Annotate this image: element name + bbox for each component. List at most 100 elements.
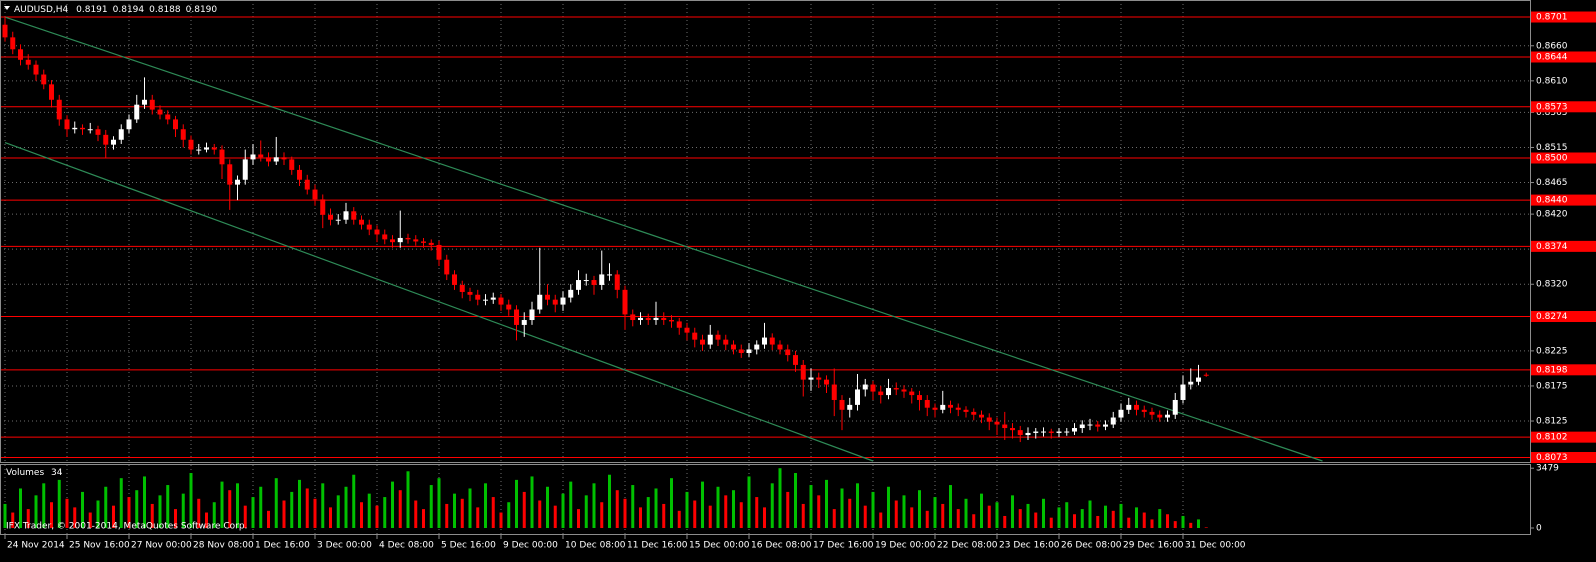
candle-body — [847, 404, 853, 410]
volume-bar — [871, 491, 875, 528]
level-label: 0.8102 — [1536, 433, 1568, 443]
candle-body — [715, 334, 721, 340]
volume-bar — [282, 500, 286, 528]
volume-bar — [980, 493, 983, 528]
volume-bar — [321, 483, 325, 528]
volume-bar — [1080, 509, 1084, 528]
x-tick-label: 25 Nov 16:00 — [69, 541, 130, 551]
candle-body — [948, 404, 953, 408]
candle-body — [1002, 424, 1008, 429]
candle-body — [630, 314, 636, 321]
candle-body — [529, 309, 535, 321]
candle-body — [289, 159, 295, 170]
volume-bar — [228, 490, 232, 528]
candle-body — [483, 299, 488, 301]
candle-body — [1188, 381, 1194, 385]
candle-body — [405, 237, 411, 240]
volume-bar — [848, 498, 852, 528]
volume-bar — [468, 488, 472, 528]
candle-body — [250, 154, 256, 160]
x-tick-label: 26 Dec 08:00 — [1061, 541, 1122, 551]
volume-bar — [817, 495, 821, 528]
volume-bar — [786, 491, 790, 528]
y-tick-label: 0.8320 — [1536, 280, 1568, 290]
volume-bar — [592, 483, 596, 528]
volume-bar — [1173, 521, 1177, 528]
candle-body — [103, 134, 109, 145]
candle-body — [444, 259, 450, 275]
candle-body — [436, 244, 442, 260]
volume-bar — [112, 505, 115, 528]
volume-bar — [553, 505, 557, 528]
x-tick-label: 3 Dec 00:00 — [317, 541, 372, 551]
trend-line — [4, 16, 1323, 462]
candle-body — [723, 339, 729, 345]
volume-bar — [902, 495, 906, 528]
volume-bar — [507, 502, 511, 528]
candle-body — [583, 280, 589, 282]
candle-body — [382, 234, 388, 240]
candle-body — [219, 149, 225, 165]
level-label-box — [1531, 451, 1596, 463]
quote-value: 0.8194 — [113, 5, 145, 15]
volume-bar — [73, 507, 77, 528]
candle-body — [33, 64, 39, 75]
x-tick-label: 27 Nov 00:00 — [131, 541, 192, 551]
volume-bar — [530, 476, 534, 528]
candle-body — [1103, 424, 1108, 427]
volume-bar — [1073, 514, 1076, 528]
candle-body — [955, 407, 961, 410]
candle-body — [41, 74, 47, 85]
volume-bar — [1042, 498, 1045, 528]
volume-bar — [546, 486, 549, 528]
volume-bar — [205, 512, 208, 528]
candle-body — [281, 157, 287, 160]
candle-body — [87, 129, 93, 131]
volume-bar — [143, 476, 146, 528]
candle-body — [1095, 424, 1101, 427]
price-panel-frame — [0, 0, 1531, 463]
candle-body — [831, 384, 837, 400]
volume-bar — [274, 478, 278, 528]
volume-bar — [770, 483, 774, 528]
volume-bar — [739, 502, 743, 528]
x-tick-label: 23 Dec 16:00 — [999, 541, 1060, 551]
volume-bar — [429, 485, 433, 528]
volume-bar — [65, 498, 69, 528]
candle-body — [1203, 374, 1209, 376]
volume-bar — [941, 503, 945, 528]
candle-body — [180, 129, 186, 140]
volume-bar — [662, 503, 666, 528]
x-tick-label: 15 Dec 00:00 — [689, 541, 750, 551]
volume-bar — [375, 505, 379, 528]
volume-bar — [491, 497, 495, 528]
volume-panel-frame — [0, 464, 1531, 535]
volume-bar — [716, 486, 720, 528]
candle-body — [1110, 417, 1116, 425]
candle-body — [777, 344, 783, 350]
candle-body — [893, 388, 899, 390]
candle-body — [374, 229, 380, 235]
volume-bar — [189, 473, 193, 528]
volume-bar — [925, 510, 929, 528]
x-tick-label: 10 Dec 08:00 — [565, 541, 626, 551]
candle-body — [242, 159, 248, 180]
candle-body — [707, 334, 713, 345]
menu-arrow[interactable] — [4, 6, 10, 10]
candle-body — [971, 411, 977, 415]
candle-body — [149, 99, 155, 110]
volume-bar — [127, 497, 131, 528]
volume-bar — [1111, 510, 1115, 528]
y-tick-label: 0.8610 — [1536, 76, 1568, 86]
volume-bar — [577, 509, 580, 528]
x-tick-label: 29 Dec 16:00 — [1123, 541, 1184, 551]
y-tick-label: 0.8420 — [1536, 210, 1568, 220]
watermark: IFX Trader, © 2001-2014, MetaQuotes Soft… — [6, 522, 247, 532]
volume-bar — [639, 507, 642, 528]
volume-bar — [1142, 512, 1146, 528]
volume-bar — [956, 509, 960, 528]
volume-bar — [685, 491, 689, 528]
candle-body — [227, 164, 233, 185]
volume-bar — [670, 478, 673, 528]
volume-bar — [933, 497, 937, 528]
